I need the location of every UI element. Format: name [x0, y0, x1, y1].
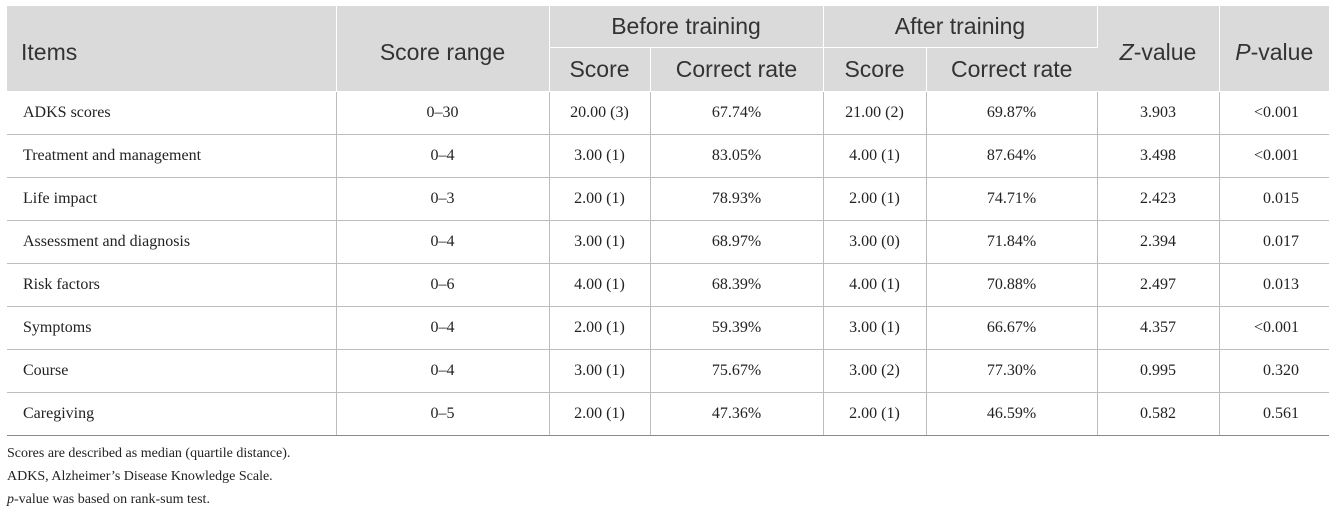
cell-after-score: 2.00 (1) [823, 177, 927, 221]
cell-z-value: 2.423 [1097, 177, 1220, 221]
cell-p-value: 0.561 [1219, 392, 1329, 436]
cell-before-correct-rate: 47.36% [650, 392, 824, 436]
cell-z-value: 4.357 [1097, 306, 1220, 350]
cell-after-score: 2.00 (1) [823, 392, 927, 436]
cell-z-value: 3.903 [1097, 91, 1220, 135]
table-row: Symptoms 0–4 2.00 (1) 59.39% 3.00 (1) 66… [7, 306, 1329, 350]
cell-score-range: 0–4 [336, 134, 550, 178]
cell-before-correct-rate: 83.05% [650, 134, 824, 178]
cell-after-score: 4.00 (1) [823, 134, 927, 178]
cell-item: Caregiving [7, 392, 337, 436]
cell-before-correct-rate: 67.74% [650, 91, 824, 135]
cell-before-score: 3.00 (1) [549, 134, 651, 178]
footnote-pvalue-rest: -value was based on rank-sum test. [14, 492, 210, 507]
cell-after-correct-rate: 69.87% [926, 91, 1098, 135]
footnote-median: Scores are described as median (quartile… [7, 446, 291, 461]
cell-score-range: 0–5 [336, 392, 550, 436]
table-row: ADKS scores 0–30 20.00 (3) 67.74% 21.00 … [7, 91, 1329, 135]
cell-p-value: 0.320 [1219, 349, 1329, 393]
cell-after-correct-rate: 70.88% [926, 263, 1098, 307]
header-after-training: After training [823, 6, 1098, 48]
cell-after-correct-rate: 74.71% [926, 177, 1098, 221]
cell-item: Course [7, 349, 337, 393]
cell-item: Treatment and management [7, 134, 337, 178]
cell-item: Assessment and diagnosis [7, 220, 337, 264]
header-score-range: Score range [336, 6, 550, 92]
footnote-adks: ADKS, Alzheimer’s Disease Knowledge Scal… [7, 469, 273, 484]
cell-after-score: 4.00 (1) [823, 263, 927, 307]
cell-before-correct-rate: 68.97% [650, 220, 824, 264]
header-z-value-italic: Z [1119, 39, 1134, 65]
cell-before-score: 4.00 (1) [549, 263, 651, 307]
cell-after-score: 3.00 (1) [823, 306, 927, 350]
cell-z-value: 3.498 [1097, 134, 1220, 178]
cell-after-correct-rate: 77.30% [926, 349, 1098, 393]
cell-before-score: 3.00 (1) [549, 349, 651, 393]
cell-after-score: 3.00 (2) [823, 349, 927, 393]
cell-z-value: 2.394 [1097, 220, 1220, 264]
footnote-pvalue: p-value was based on rank-sum test. [7, 488, 290, 511]
header-p-value: P-value [1219, 6, 1329, 92]
cell-after-correct-rate: 66.67% [926, 306, 1098, 350]
cell-p-value: 0.015 [1219, 177, 1329, 221]
cell-z-value: 2.497 [1097, 263, 1220, 307]
cell-before-score: 2.00 (1) [549, 392, 651, 436]
cell-item: Life impact [7, 177, 337, 221]
results-table: Items Score range Before training After … [7, 6, 1329, 436]
table-row: Assessment and diagnosis 0–4 3.00 (1) 68… [7, 220, 1329, 264]
table-row: Risk factors 0–6 4.00 (1) 68.39% 4.00 (1… [7, 263, 1329, 307]
cell-score-range: 0–4 [336, 306, 550, 350]
cell-item: Symptoms [7, 306, 337, 350]
cell-p-value: <0.001 [1219, 134, 1329, 178]
cell-score-range: 0–3 [336, 177, 550, 221]
header-items: Items [7, 6, 337, 92]
table-header: Items Score range Before training After … [7, 6, 1329, 92]
cell-p-value: <0.001 [1219, 306, 1329, 350]
footnote-pvalue-italic: p [7, 492, 14, 507]
cell-p-value: 0.017 [1219, 220, 1329, 264]
header-p-value-rest: -value [1250, 39, 1314, 65]
cell-after-correct-rate: 71.84% [926, 220, 1098, 264]
cell-score-range: 0–6 [336, 263, 550, 307]
cell-p-value: 0.013 [1219, 263, 1329, 307]
header-before-correct-rate: Correct rate [650, 47, 824, 92]
cell-z-value: 0.995 [1097, 349, 1220, 393]
cell-before-score: 2.00 (1) [549, 306, 651, 350]
table-row: Life impact 0–3 2.00 (1) 78.93% 2.00 (1)… [7, 177, 1329, 221]
cell-before-correct-rate: 59.39% [650, 306, 824, 350]
cell-before-correct-rate: 75.67% [650, 349, 824, 393]
cell-z-value: 0.582 [1097, 392, 1220, 436]
cell-after-score: 21.00 (2) [823, 91, 927, 135]
table-body: ADKS scores 0–30 20.00 (3) 67.74% 21.00 … [7, 91, 1329, 436]
cell-score-range: 0–4 [336, 349, 550, 393]
cell-before-score: 20.00 (3) [549, 91, 651, 135]
cell-item: ADKS scores [7, 91, 337, 135]
cell-p-value: <0.001 [1219, 91, 1329, 135]
cell-before-score: 3.00 (1) [549, 220, 651, 264]
table-row: Caregiving 0–5 2.00 (1) 47.36% 2.00 (1) … [7, 392, 1329, 436]
cell-before-score: 2.00 (1) [549, 177, 651, 221]
results-table-container: Items Score range Before training After … [7, 6, 1329, 436]
header-z-value: Z-value [1097, 6, 1220, 92]
header-after-score: Score [823, 47, 927, 92]
cell-after-correct-rate: 87.64% [926, 134, 1098, 178]
table-row: Course 0–4 3.00 (1) 75.67% 3.00 (2) 77.3… [7, 349, 1329, 393]
header-p-value-italic: P [1235, 39, 1251, 65]
cell-before-correct-rate: 78.93% [650, 177, 824, 221]
cell-item: Risk factors [7, 263, 337, 307]
table-row: Treatment and management 0–4 3.00 (1) 83… [7, 134, 1329, 178]
header-after-correct-rate: Correct rate [926, 47, 1097, 92]
cell-after-score: 3.00 (0) [823, 220, 927, 264]
header-before-training: Before training [549, 6, 824, 48]
cell-score-range: 0–4 [336, 220, 550, 264]
cell-score-range: 0–30 [336, 91, 550, 135]
header-z-value-rest: -value [1133, 39, 1197, 65]
table-footnotes: Scores are described as median (quartile… [7, 442, 290, 511]
cell-after-correct-rate: 46.59% [926, 392, 1098, 436]
cell-before-correct-rate: 68.39% [650, 263, 824, 307]
header-before-score: Score [549, 47, 651, 92]
